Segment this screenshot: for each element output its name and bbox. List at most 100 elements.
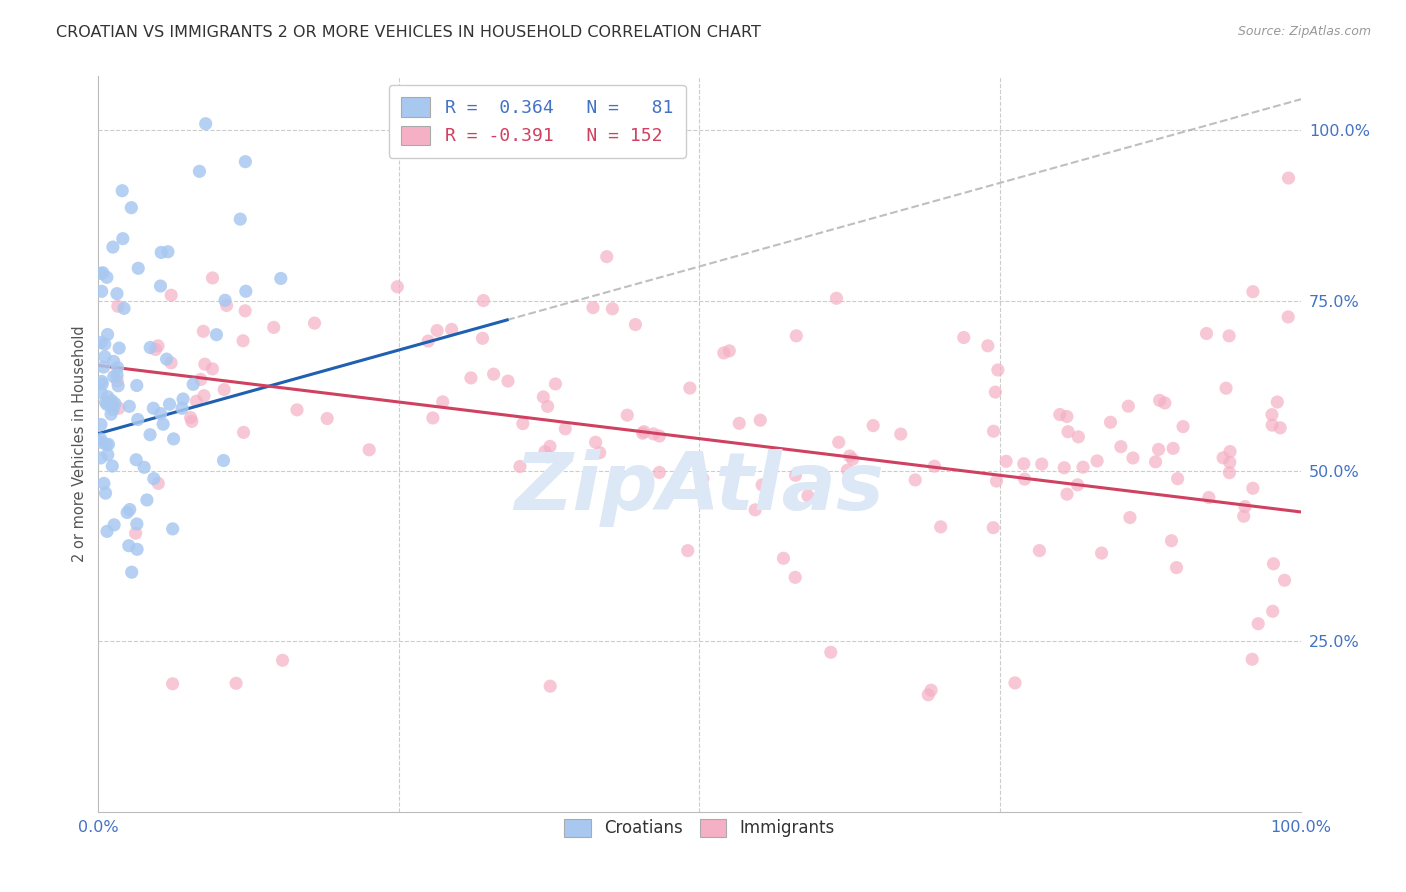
Point bbox=[890, 427, 912, 442]
Point bbox=[172, 392, 194, 406]
Point bbox=[929, 520, 952, 534]
Point bbox=[118, 502, 141, 516]
Point bbox=[585, 435, 607, 450]
Point bbox=[1277, 310, 1299, 324]
Point bbox=[100, 407, 122, 421]
Point bbox=[1218, 329, 1240, 343]
Point bbox=[193, 389, 215, 403]
Point bbox=[125, 452, 148, 467]
Point bbox=[1085, 454, 1108, 468]
Point bbox=[107, 360, 129, 375]
Point bbox=[142, 472, 165, 486]
Point bbox=[96, 270, 118, 285]
Point bbox=[180, 410, 202, 425]
Point bbox=[91, 376, 114, 391]
Point bbox=[536, 400, 558, 414]
Point bbox=[160, 288, 183, 302]
Point bbox=[1219, 455, 1241, 469]
Point bbox=[108, 341, 131, 355]
Point bbox=[232, 425, 254, 440]
Point bbox=[460, 371, 482, 385]
Point bbox=[101, 402, 124, 417]
Point bbox=[1270, 421, 1292, 435]
Point bbox=[582, 301, 605, 315]
Point bbox=[235, 285, 257, 299]
Point bbox=[150, 245, 173, 260]
Point bbox=[1028, 543, 1050, 558]
Point bbox=[142, 401, 165, 416]
Point bbox=[93, 476, 115, 491]
Point bbox=[1241, 652, 1264, 666]
Point bbox=[97, 390, 120, 404]
Point bbox=[1265, 395, 1288, 409]
Point bbox=[104, 397, 127, 411]
Point bbox=[111, 232, 134, 246]
Point bbox=[471, 331, 494, 345]
Point bbox=[838, 449, 860, 463]
Point bbox=[509, 459, 531, 474]
Point bbox=[544, 376, 567, 391]
Point bbox=[602, 301, 624, 316]
Point bbox=[94, 395, 117, 409]
Point bbox=[115, 506, 138, 520]
Point bbox=[121, 565, 143, 579]
Point bbox=[215, 298, 238, 312]
Point bbox=[1099, 415, 1122, 429]
Point bbox=[751, 478, 773, 492]
Point bbox=[920, 683, 942, 698]
Point bbox=[841, 452, 863, 467]
Point bbox=[589, 445, 612, 459]
Point bbox=[90, 417, 112, 432]
Point bbox=[1147, 442, 1170, 457]
Point bbox=[538, 439, 561, 453]
Point bbox=[749, 413, 772, 427]
Point bbox=[537, 450, 560, 464]
Point bbox=[105, 286, 128, 301]
Point bbox=[785, 468, 807, 483]
Point bbox=[103, 517, 125, 532]
Point bbox=[162, 522, 184, 536]
Point bbox=[1014, 472, 1036, 486]
Point bbox=[1241, 481, 1264, 495]
Point bbox=[316, 411, 339, 425]
Point bbox=[97, 448, 120, 462]
Point bbox=[643, 426, 665, 441]
Point bbox=[512, 417, 534, 431]
Point bbox=[1233, 509, 1256, 524]
Point bbox=[986, 474, 1008, 488]
Point bbox=[96, 397, 118, 411]
Point bbox=[156, 244, 179, 259]
Point bbox=[112, 301, 135, 316]
Point bbox=[1066, 478, 1088, 492]
Point bbox=[977, 339, 1000, 353]
Point bbox=[91, 266, 114, 280]
Point bbox=[135, 492, 157, 507]
Point bbox=[155, 352, 177, 367]
Point bbox=[107, 299, 129, 313]
Point bbox=[1056, 487, 1078, 501]
Point bbox=[93, 337, 115, 351]
Text: ZipAtlas: ZipAtlas bbox=[515, 449, 884, 527]
Point bbox=[194, 117, 217, 131]
Point bbox=[103, 354, 125, 368]
Point bbox=[1004, 676, 1026, 690]
Point bbox=[531, 390, 554, 404]
Point bbox=[1261, 418, 1284, 433]
Point bbox=[1056, 409, 1078, 424]
Point bbox=[1153, 396, 1175, 410]
Point bbox=[1031, 457, 1053, 471]
Point bbox=[146, 339, 169, 353]
Point bbox=[93, 360, 115, 375]
Point bbox=[534, 444, 557, 458]
Point bbox=[90, 432, 112, 446]
Point bbox=[145, 343, 167, 357]
Point bbox=[188, 164, 211, 178]
Point bbox=[285, 402, 308, 417]
Point bbox=[127, 542, 149, 557]
Point bbox=[1277, 171, 1299, 186]
Point bbox=[359, 442, 381, 457]
Point bbox=[837, 463, 859, 477]
Point bbox=[90, 285, 112, 299]
Point bbox=[1057, 425, 1080, 439]
Point bbox=[1171, 419, 1194, 434]
